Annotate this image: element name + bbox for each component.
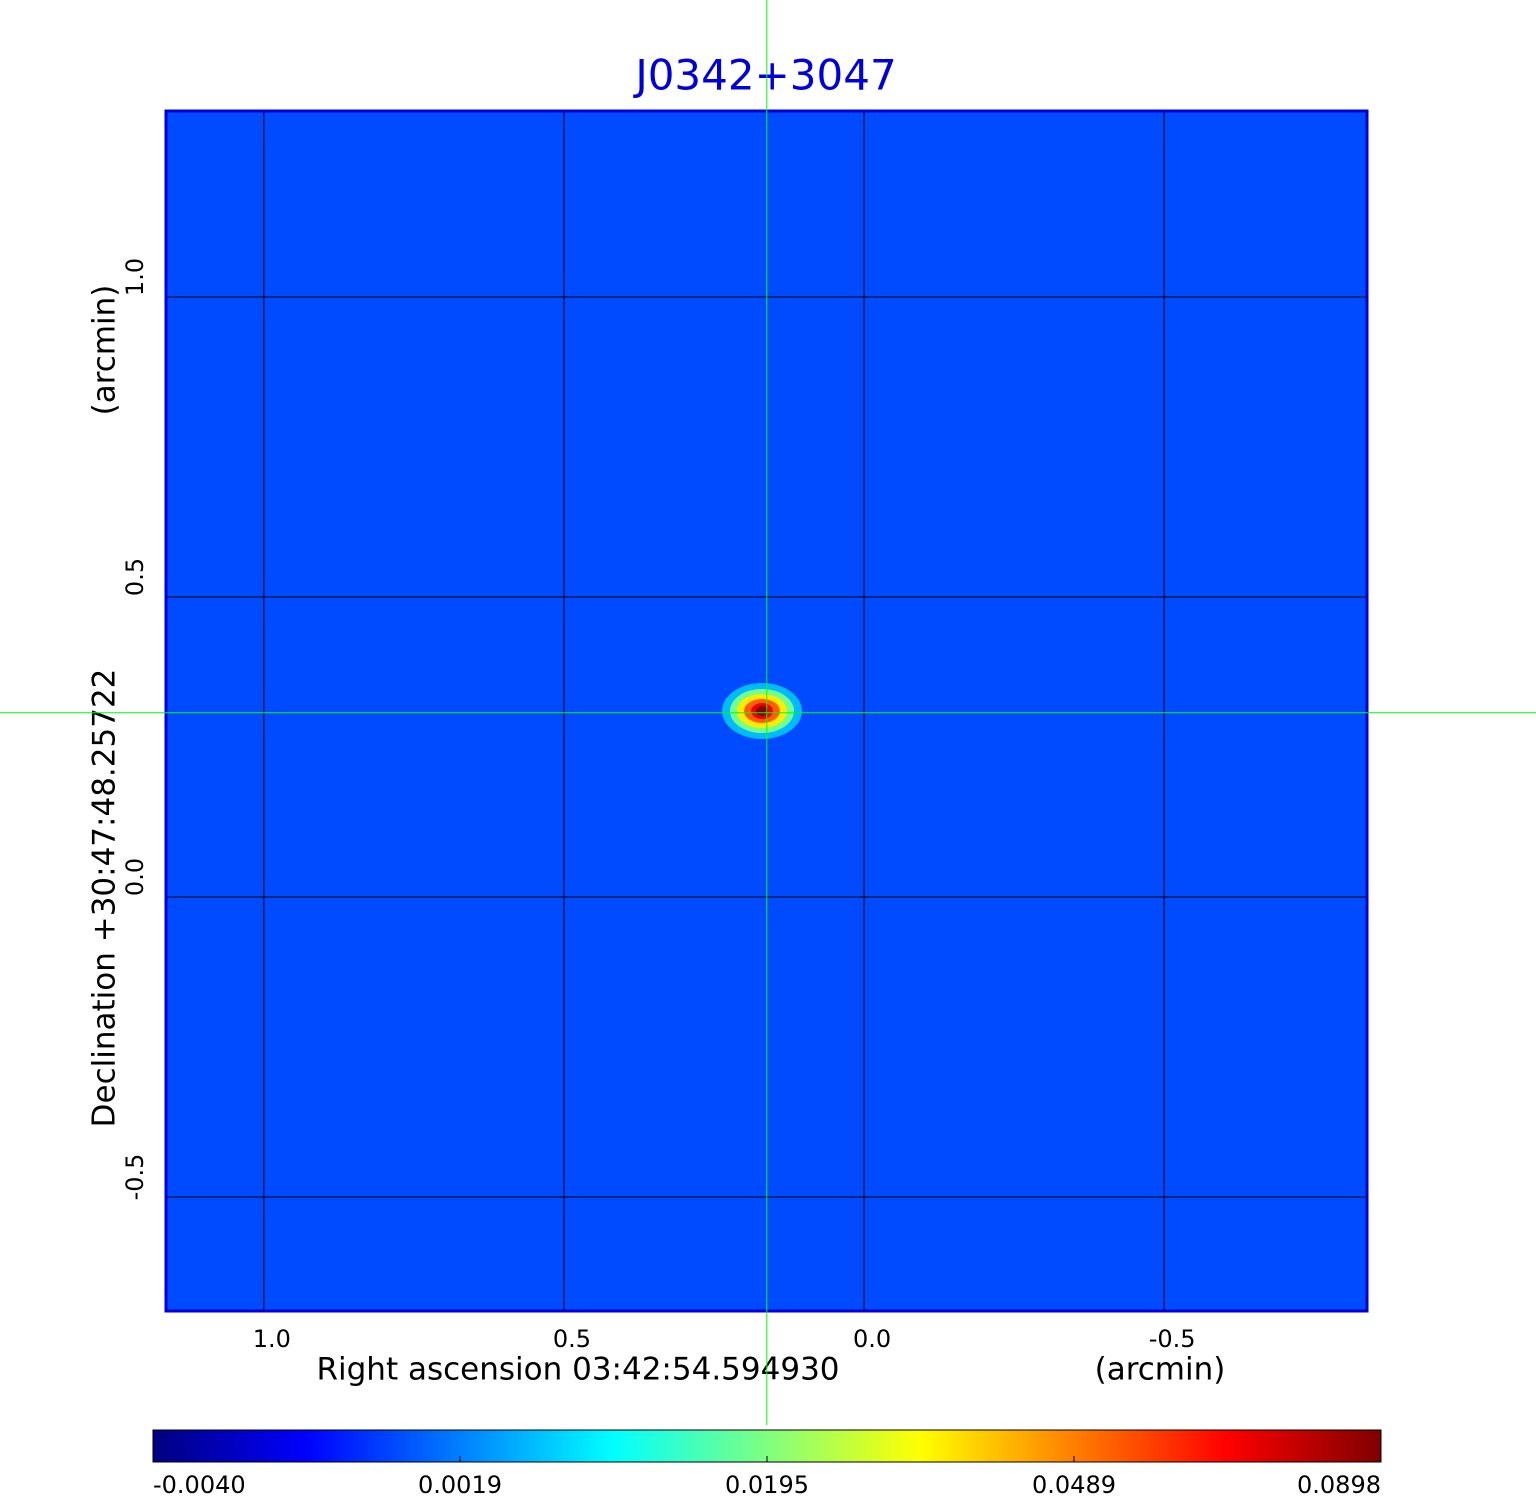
y-tick-label: -0.5	[121, 1154, 149, 1201]
colorbar-tick-label: 0.0898	[1297, 1471, 1381, 1499]
colorbar-tick-label: 0.0489	[1032, 1471, 1116, 1499]
x-tick-label: 0.5	[553, 1325, 591, 1353]
x-axis-label: Right ascension 03:42:54.594930	[316, 1352, 839, 1388]
chart-title: J0342+3047	[632, 51, 896, 100]
x-tick-label: 0.0	[853, 1325, 891, 1353]
y-axis-unit: (arcmin)	[87, 285, 123, 416]
y-axis-label: Declination +30:47:48.25722	[87, 669, 123, 1128]
x-tick-label: -0.5	[1149, 1325, 1196, 1353]
colorbar-tick-label: 0.0019	[418, 1471, 502, 1499]
colorbar-tick-label: 0.0195	[725, 1471, 809, 1499]
y-tick-label: 1.0	[121, 258, 149, 296]
x-axis-unit: (arcmin)	[1095, 1352, 1226, 1388]
y-tick-label: 0.0	[121, 858, 149, 896]
y-tick-label: 0.5	[121, 558, 149, 596]
x-tick-label: 1.0	[253, 1325, 291, 1353]
source-peak	[755, 706, 768, 716]
colorbar-tick-label: -0.0040	[153, 1471, 246, 1499]
